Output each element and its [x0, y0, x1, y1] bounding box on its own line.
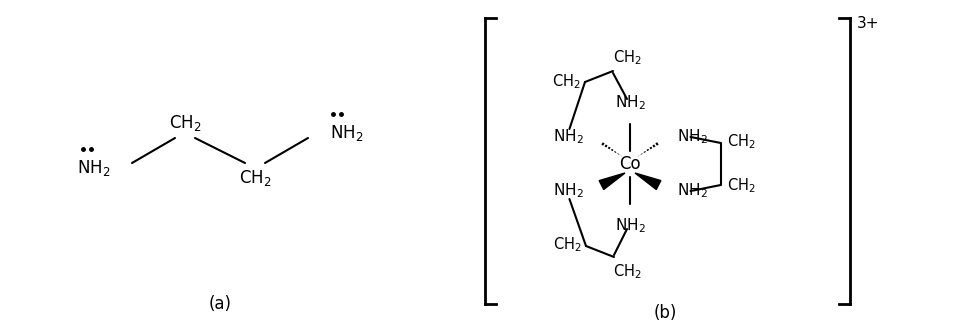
Text: (b): (b)	[653, 304, 677, 322]
Text: Co: Co	[619, 155, 641, 173]
Text: $\mathregular{CH_2}$: $\mathregular{CH_2}$	[726, 133, 756, 151]
Text: $\mathregular{CH_2}$: $\mathregular{CH_2}$	[553, 236, 582, 254]
Text: $\mathregular{NH_2}$: $\mathregular{NH_2}$	[553, 182, 583, 200]
Text: $\mathregular{NH_2}$: $\mathregular{NH_2}$	[614, 216, 645, 235]
Text: $\mathregular{CH_2}$: $\mathregular{CH_2}$	[552, 73, 581, 91]
Text: $\mathregular{CH_2}$: $\mathregular{CH_2}$	[612, 48, 642, 67]
Text: $\mathregular{NH_2}$: $\mathregular{NH_2}$	[330, 123, 364, 143]
Text: $\mathregular{NH_2}$: $\mathregular{NH_2}$	[677, 182, 707, 200]
Text: 3+: 3+	[857, 16, 879, 31]
Text: $\mathregular{CH_2}$: $\mathregular{CH_2}$	[169, 113, 201, 133]
Text: $\mathregular{NH_2}$: $\mathregular{NH_2}$	[677, 127, 707, 146]
Text: $\mathregular{CH_2}$: $\mathregular{CH_2}$	[726, 177, 756, 195]
Polygon shape	[600, 173, 625, 189]
Polygon shape	[635, 173, 661, 189]
Text: $\mathregular{CH_2}$: $\mathregular{CH_2}$	[612, 262, 642, 281]
Text: (a): (a)	[209, 295, 231, 313]
Text: $\mathregular{NH_2}$: $\mathregular{NH_2}$	[77, 158, 110, 178]
Text: $\mathregular{NH_2}$: $\mathregular{NH_2}$	[614, 93, 645, 112]
Text: $\mathregular{NH_2}$: $\mathregular{NH_2}$	[553, 127, 583, 146]
Text: $\mathregular{CH_2}$: $\mathregular{CH_2}$	[239, 168, 271, 188]
